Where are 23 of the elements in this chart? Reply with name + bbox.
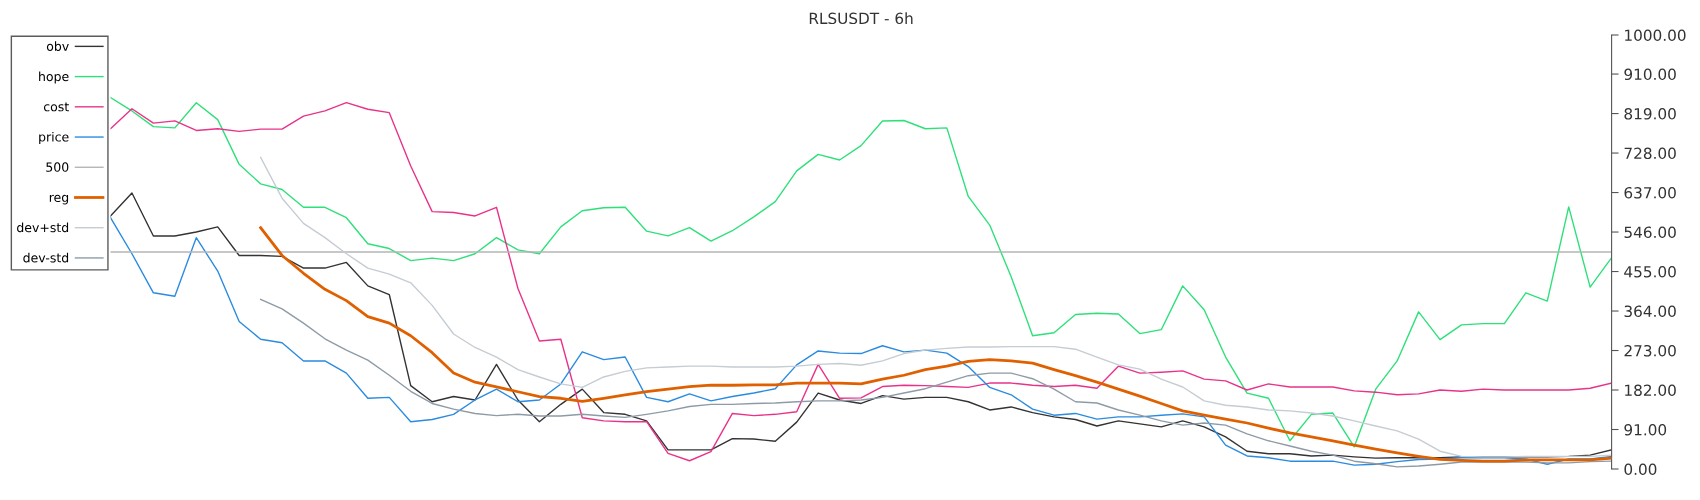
chart-title: RLSUSDT - 6h: [809, 12, 913, 25]
y-tick-label: 455.00: [1624, 266, 1676, 278]
y-tick-label: 819.00: [1624, 108, 1676, 120]
y-tick-label: 728.00: [1624, 147, 1676, 160]
legend-label: obv: [46, 41, 69, 51]
y-tick-label: 910.00: [1624, 68, 1676, 81]
y-tick-label: 0.00: [1624, 463, 1657, 476]
legend-label: dev+std: [17, 222, 69, 233]
line-series: [259, 156, 1612, 458]
legend-label: reg: [49, 194, 69, 205]
y-tick-label: 1000.00: [1625, 29, 1686, 42]
line-series: [259, 298, 1612, 468]
legend-label: 500: [46, 162, 69, 172]
legend-label: dev-std: [23, 252, 69, 263]
legend-label: price: [39, 131, 69, 145]
y-tick-label: 364.00: [1624, 305, 1676, 318]
legend-label: hope: [39, 71, 69, 84]
y-tick-label: 546.00: [1624, 226, 1676, 239]
y-tick-label: 637.00: [1624, 187, 1676, 199]
legend-label: cost: [43, 102, 69, 112]
y-tick-label: 91.00: [1624, 423, 1667, 436]
y-tick-label: 273.00: [1624, 344, 1676, 357]
y-tick-label: 182.00: [1625, 384, 1676, 397]
